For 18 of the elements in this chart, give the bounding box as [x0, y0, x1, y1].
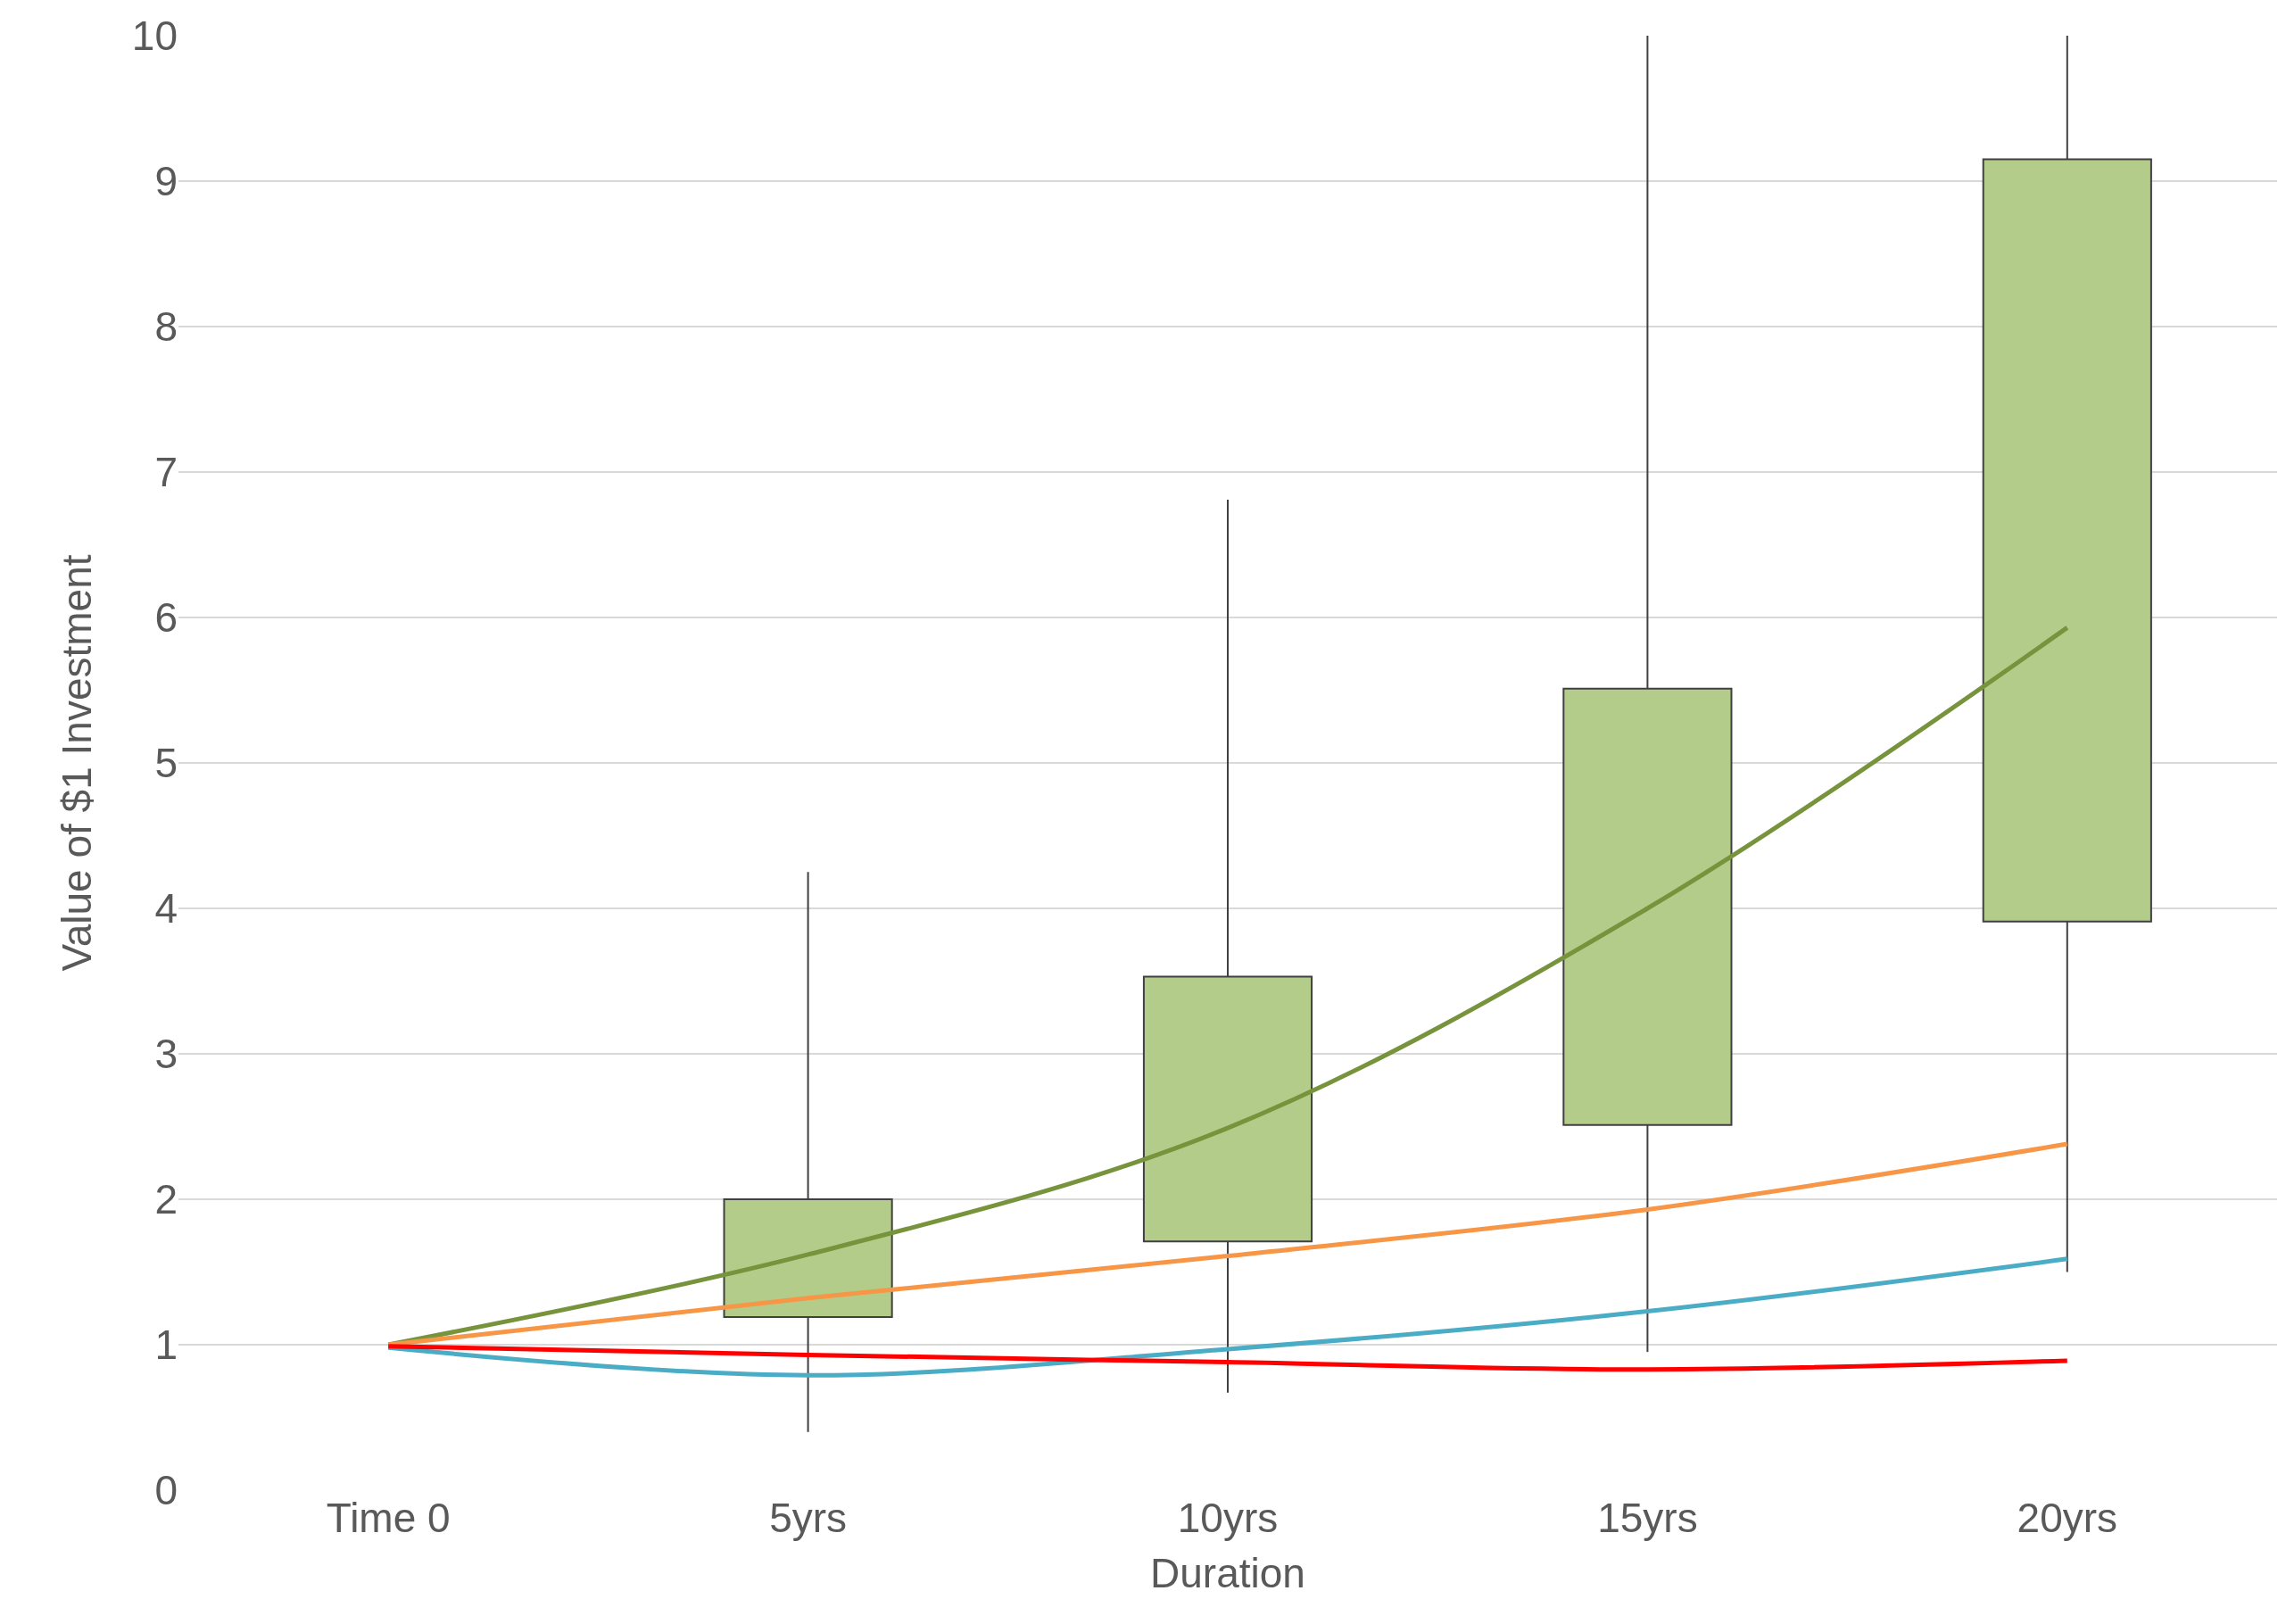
y-tick-label: 5: [154, 740, 178, 787]
y-axis-title: Value of $1 Investment: [54, 554, 101, 972]
y-tick-label: 10: [131, 12, 178, 60]
y-tick-label: 6: [154, 594, 178, 642]
y-tick-label: 8: [154, 303, 178, 351]
x-axis-title: Duration: [1150, 1549, 1305, 1596]
y-tick-label: 1: [154, 1322, 178, 1369]
y-tick-label: 0: [154, 1467, 178, 1514]
y-tick-label: 3: [154, 1031, 178, 1078]
x-tick-label: Time 0: [326, 1495, 451, 1541]
y-tick-label: 2: [154, 1176, 178, 1223]
x-tick-label: 15yrs: [1597, 1495, 1698, 1541]
y-tick-label: 4: [154, 885, 178, 932]
y-tick-label: 7: [154, 449, 178, 496]
x-tick-label: 10yrs: [1177, 1495, 1279, 1541]
x-tick-label: 5yrs: [769, 1495, 848, 1541]
y-tick-label: 9: [154, 158, 178, 205]
x-tick-label: 20yrs: [2017, 1495, 2118, 1541]
